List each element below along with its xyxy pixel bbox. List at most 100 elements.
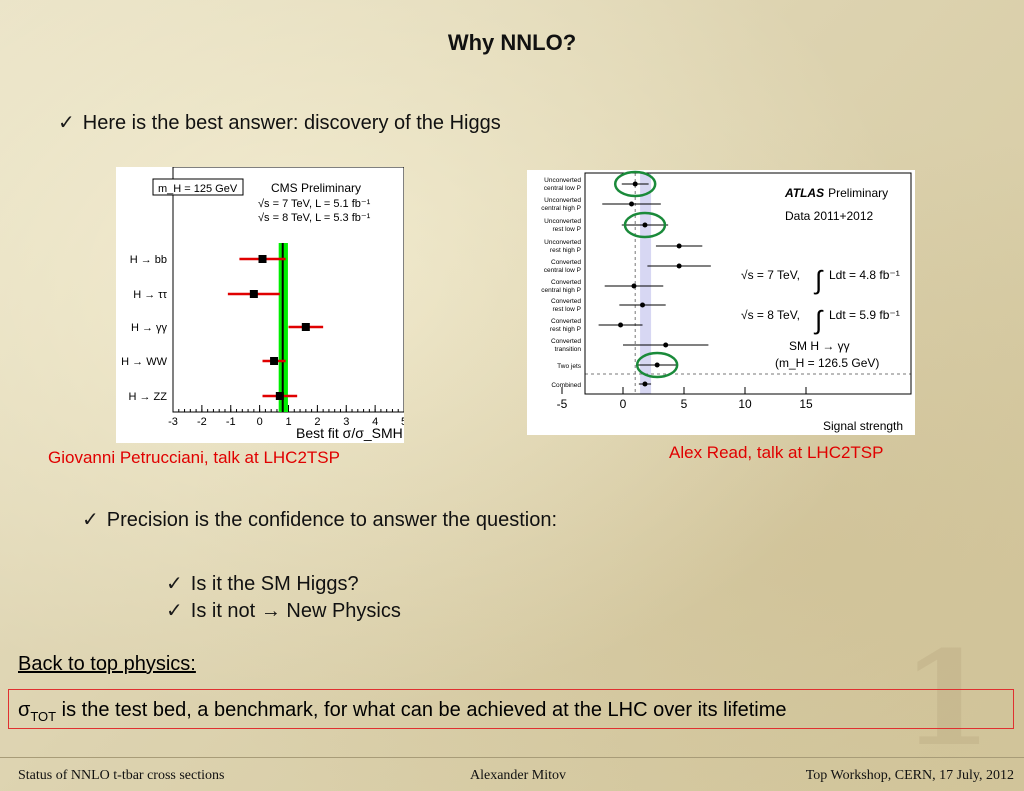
cms-x-axis-ticks: -3 -2 -1 0 1 2 3 4 5 bbox=[168, 405, 404, 428]
cms-data-point bbox=[249, 290, 258, 298]
atlas-category-label: Unconverted bbox=[544, 239, 581, 246]
cms-data-point bbox=[270, 357, 279, 365]
checkmark-icon: ✓ bbox=[58, 112, 75, 134]
atlas-title: ATLAS Preliminary bbox=[784, 186, 888, 200]
atlas-data-point bbox=[640, 302, 646, 308]
sigma-tot-text: is the test bed, a benchmark, for what c… bbox=[56, 699, 787, 721]
atlas-legend-energy-7tev: √s = 7 TeV, bbox=[741, 268, 800, 282]
atlas-data-point bbox=[629, 201, 635, 207]
cms-data-point bbox=[258, 255, 267, 263]
sub-bullet-text-b: New Physics bbox=[286, 600, 401, 622]
atlas-category-label: central low P bbox=[544, 185, 581, 192]
footer-divider bbox=[0, 757, 1024, 758]
bullet-precision: ✓ Precision is the confidence to answer t… bbox=[82, 507, 557, 532]
atlas-highlight-circle bbox=[613, 170, 657, 198]
atlas-subtitle: Data 2011+2012 bbox=[785, 209, 874, 223]
cms-category-label: H → γγ bbox=[131, 322, 168, 334]
bullet-text: Here is the best answer: discovery of th… bbox=[82, 112, 501, 134]
checkmark-icon: ✓ bbox=[82, 509, 99, 531]
cms-x-tick-label: -3 bbox=[168, 416, 178, 428]
atlas-category-label: central low P bbox=[544, 267, 581, 274]
atlas-legend-lumi-8tev: Ldt = 5.9 fb⁻¹ bbox=[829, 308, 900, 322]
sigma-tot-highlight-box bbox=[8, 689, 1014, 729]
cms-plot-background bbox=[116, 167, 404, 443]
atlas-title-rest: Preliminary bbox=[828, 186, 888, 200]
arrow-right-icon: → bbox=[260, 600, 281, 622]
cms-x-tick-label: -1 bbox=[226, 416, 236, 428]
atlas-category-label: rest high P bbox=[550, 247, 581, 254]
atlas-data-point bbox=[631, 283, 637, 289]
atlas-legend-energy-8tev: √s = 8 TeV, bbox=[741, 308, 800, 322]
footer-event-date: Top Workshop, CERN, 17 July, 2012 bbox=[805, 768, 1014, 783]
cms-category-label: H → ZZ bbox=[129, 391, 168, 403]
cms-category-label: H → ττ bbox=[133, 289, 167, 301]
atlas-combined-band-group bbox=[585, 173, 911, 394]
atlas-legend-lumi-7tev: Ldt = 4.8 fb⁻¹ bbox=[829, 268, 900, 282]
caption-atlas-credit: Alex Read, talk at LHC2TSP bbox=[669, 443, 884, 462]
atlas-category-label: Unconverted bbox=[544, 197, 581, 204]
cms-x-tick-label: 0 bbox=[257, 416, 263, 428]
atlas-highlight-circle bbox=[623, 211, 667, 239]
atlas-category-label: Unconverted bbox=[544, 218, 581, 225]
sub-bullet-text: Is it the SM Higgs? bbox=[190, 573, 359, 595]
cms-category-labels: H → bb H → ττ H → γγ H → WW H → ZZ bbox=[121, 254, 167, 403]
atlas-data-points bbox=[598, 170, 711, 387]
atlas-plot-background bbox=[527, 170, 915, 435]
atlas-category-label: Converted bbox=[551, 338, 581, 345]
atlas-x-tick-label: 5 bbox=[681, 397, 688, 411]
checkmark-icon: ✓ bbox=[166, 600, 183, 622]
cms-data-points bbox=[227, 255, 324, 400]
cms-combined-band-group bbox=[278, 243, 288, 412]
atlas-category-label: central high P bbox=[541, 287, 581, 294]
atlas-x-tick-label: -5 bbox=[557, 397, 568, 411]
atlas-data-point bbox=[654, 362, 660, 368]
atlas-category-label: transition bbox=[555, 346, 582, 353]
atlas-combined-uncertainty-band bbox=[640, 173, 652, 394]
atlas-highlight-circle bbox=[635, 351, 679, 379]
atlas-data-point bbox=[676, 243, 682, 249]
atlas-x-axis-ticks: -5 0 5 10 15 bbox=[557, 387, 813, 411]
cms-x-tick-label: 5 bbox=[401, 416, 404, 428]
atlas-category-label: Two jets bbox=[557, 363, 582, 370]
cms-x-tick-label: -2 bbox=[197, 416, 207, 428]
atlas-data-point bbox=[663, 342, 669, 348]
atlas-category-label: rest high P bbox=[550, 326, 581, 333]
atlas-x-tick-label: 15 bbox=[799, 397, 813, 411]
atlas-data-point bbox=[642, 381, 648, 387]
back-to-top-physics-heading: Back to top physics: bbox=[18, 653, 196, 675]
sigma-subscript: TOT bbox=[30, 709, 57, 724]
atlas-plot-frame bbox=[584, 172, 912, 395]
sub-bullet-text-a: Is it not bbox=[190, 600, 256, 622]
cms-x-tick-label: 4 bbox=[372, 416, 378, 428]
atlas-category-label: Converted bbox=[551, 259, 581, 266]
atlas-higgs-signal-strength-plot: -5 0 5 10 15 Unconverted central low P Unconve… bbox=[527, 170, 915, 435]
checkmark-icon: ✓ bbox=[166, 573, 183, 595]
sub-bullet-new-physics: ✓ Is it not → New Physics bbox=[166, 598, 401, 623]
atlas-process-label: SM H → γγ bbox=[789, 339, 850, 353]
cms-x-axis-label: Best fit σ/σ_SMH bbox=[296, 425, 403, 441]
atlas-category-label: rest low P bbox=[552, 306, 581, 313]
sigma-tot-statement: σTOT is the test bed, a benchmark, for w… bbox=[18, 699, 786, 724]
cms-legend-line-7tev: √s = 7 TeV, L = 5.1 fb⁻¹ bbox=[258, 198, 371, 210]
atlas-x-axis-label: Signal strength bbox=[823, 419, 903, 433]
atlas-data-point bbox=[618, 322, 624, 328]
slide-number-watermark: 1 bbox=[901, 622, 992, 775]
atlas-data-point bbox=[642, 222, 648, 228]
atlas-title-bold: ATLAS bbox=[784, 186, 824, 200]
footer-talk-title: Status of NNLO t-tbar cross sections bbox=[18, 768, 225, 783]
caption-cms-credit: Giovanni Petrucciani, talk at LHC2TSP bbox=[48, 448, 340, 467]
atlas-mass-label: (m_H = 126.5 GeV) bbox=[775, 356, 879, 370]
atlas-category-label: central high P bbox=[541, 205, 581, 212]
cms-category-label: H → bb bbox=[130, 254, 167, 266]
atlas-category-label: Converted bbox=[551, 298, 581, 305]
atlas-category-label: Converted bbox=[551, 318, 581, 325]
cms-title: CMS Preliminary bbox=[271, 181, 361, 195]
atlas-data-point bbox=[676, 263, 682, 269]
cms-x-tick-label: 2 bbox=[314, 416, 320, 428]
bullet-higgs-discovery: ✓ Here is the best answer: discovery of t… bbox=[58, 110, 501, 135]
cms-data-point bbox=[301, 323, 310, 331]
atlas-data-point bbox=[632, 181, 638, 187]
atlas-integral-icon: ∫ bbox=[813, 265, 824, 295]
cms-category-label: H → WW bbox=[121, 356, 167, 368]
